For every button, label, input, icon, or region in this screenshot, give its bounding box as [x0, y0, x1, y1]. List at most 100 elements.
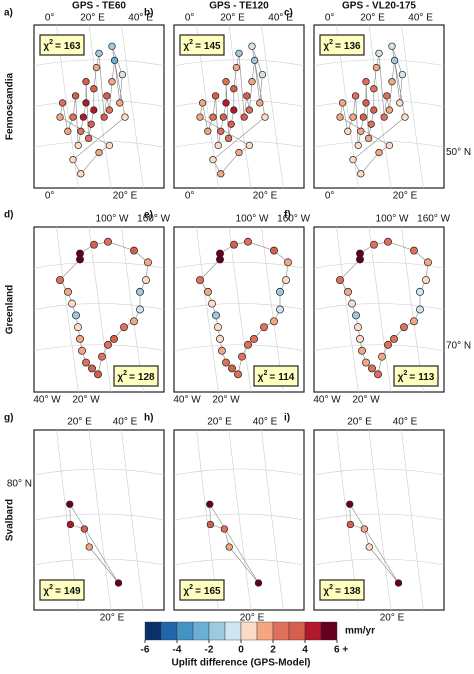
- station: [136, 287, 144, 296]
- graticule: [313, 513, 445, 521]
- station: [365, 543, 373, 551]
- panel-letter: f): [284, 210, 291, 221]
- panel-letter: d): [4, 210, 13, 221]
- panel-title: GPS - TE60: [72, 1, 126, 12]
- chi-part: 2: [49, 584, 53, 591]
- chi-label: χ2 = 163: [43, 39, 81, 52]
- station: [110, 56, 119, 65]
- station: [245, 141, 254, 150]
- chi-part: χ: [43, 586, 49, 597]
- station: [354, 141, 362, 150]
- station: [196, 113, 204, 121]
- chi-box: [319, 34, 365, 56]
- top-tick-label: 40° E: [253, 417, 278, 428]
- graticule: [228, 429, 252, 611]
- station: [114, 579, 123, 587]
- station: [424, 258, 432, 267]
- top-tick-label: 0°: [325, 13, 335, 24]
- station: [230, 106, 238, 114]
- station: [206, 500, 214, 508]
- station: [74, 323, 82, 332]
- top-tick-label: 40° E: [268, 13, 293, 24]
- station: [105, 106, 114, 114]
- station: [72, 311, 80, 320]
- chi-box: [39, 579, 85, 601]
- top-tick-label: 0°: [45, 13, 55, 24]
- graticule: [313, 303, 445, 310]
- graticule: [313, 59, 445, 67]
- station: [336, 113, 344, 121]
- graticule: [33, 140, 165, 148]
- station: [130, 246, 138, 255]
- station: [349, 156, 357, 164]
- station: [374, 370, 382, 379]
- graticule: [173, 513, 305, 521]
- graticule: [173, 303, 305, 310]
- graticule: [261, 429, 284, 611]
- station: [362, 78, 370, 86]
- station: [98, 352, 106, 361]
- station: [95, 49, 103, 57]
- station: [390, 335, 398, 343]
- station: [76, 335, 84, 343]
- graticule: [121, 429, 144, 611]
- chi-part: 2: [123, 370, 127, 377]
- colorbar-title: Uplift difference (GPS-Model): [172, 658, 311, 669]
- chi-part: 128: [138, 372, 155, 383]
- station: [219, 113, 228, 121]
- chi-box: [179, 34, 225, 56]
- station: [362, 99, 370, 107]
- graticule: [56, 226, 79, 393]
- chi-label: χ2 = 149: [43, 584, 81, 597]
- station: [116, 99, 124, 107]
- station: [103, 92, 111, 100]
- chi-part: 2: [403, 370, 407, 377]
- top-tick-label: 20° E: [347, 417, 372, 428]
- station: [390, 56, 399, 65]
- station: [118, 70, 127, 79]
- bottom-tick-label: 40° W: [173, 395, 201, 406]
- station: [82, 358, 90, 367]
- top-tick-label: 20° E: [80, 13, 105, 24]
- colorbar-bin: [256, 621, 274, 641]
- station: [388, 78, 396, 86]
- station: [66, 520, 75, 529]
- station: [144, 258, 152, 267]
- station: [108, 42, 116, 50]
- station: [375, 148, 383, 157]
- station: [77, 127, 85, 135]
- station: [336, 276, 344, 284]
- colorbar-bin: [144, 621, 162, 641]
- station: [74, 141, 82, 150]
- station: [284, 258, 292, 267]
- panel-letter: g): [4, 413, 13, 424]
- station: [422, 276, 430, 284]
- chi-part: χ: [258, 372, 264, 383]
- chi-part: =: [55, 586, 61, 597]
- chi-part: =: [335, 586, 341, 597]
- station: [338, 99, 347, 107]
- chi-box: [113, 365, 159, 387]
- station: [367, 120, 375, 128]
- coastline: [59, 46, 126, 175]
- station: [216, 249, 224, 258]
- station: [352, 311, 360, 320]
- station: [384, 237, 392, 246]
- station: [357, 170, 365, 178]
- station: [218, 346, 226, 355]
- top-tick-label: 160° W: [417, 214, 450, 225]
- station: [372, 63, 381, 72]
- station: [378, 352, 386, 361]
- row-label: Greenland: [5, 285, 16, 334]
- station: [248, 42, 256, 50]
- chi-label: χ2 = 128: [117, 370, 155, 383]
- graticule: [313, 140, 445, 148]
- station: [214, 323, 222, 332]
- bottom-tick-label: 20° E: [253, 191, 278, 202]
- station: [244, 237, 252, 246]
- colorbar-tick-label: 6 +: [334, 645, 348, 656]
- panel-title: GPS - VL20-175: [342, 1, 416, 12]
- station: [344, 287, 352, 296]
- station: [76, 249, 84, 258]
